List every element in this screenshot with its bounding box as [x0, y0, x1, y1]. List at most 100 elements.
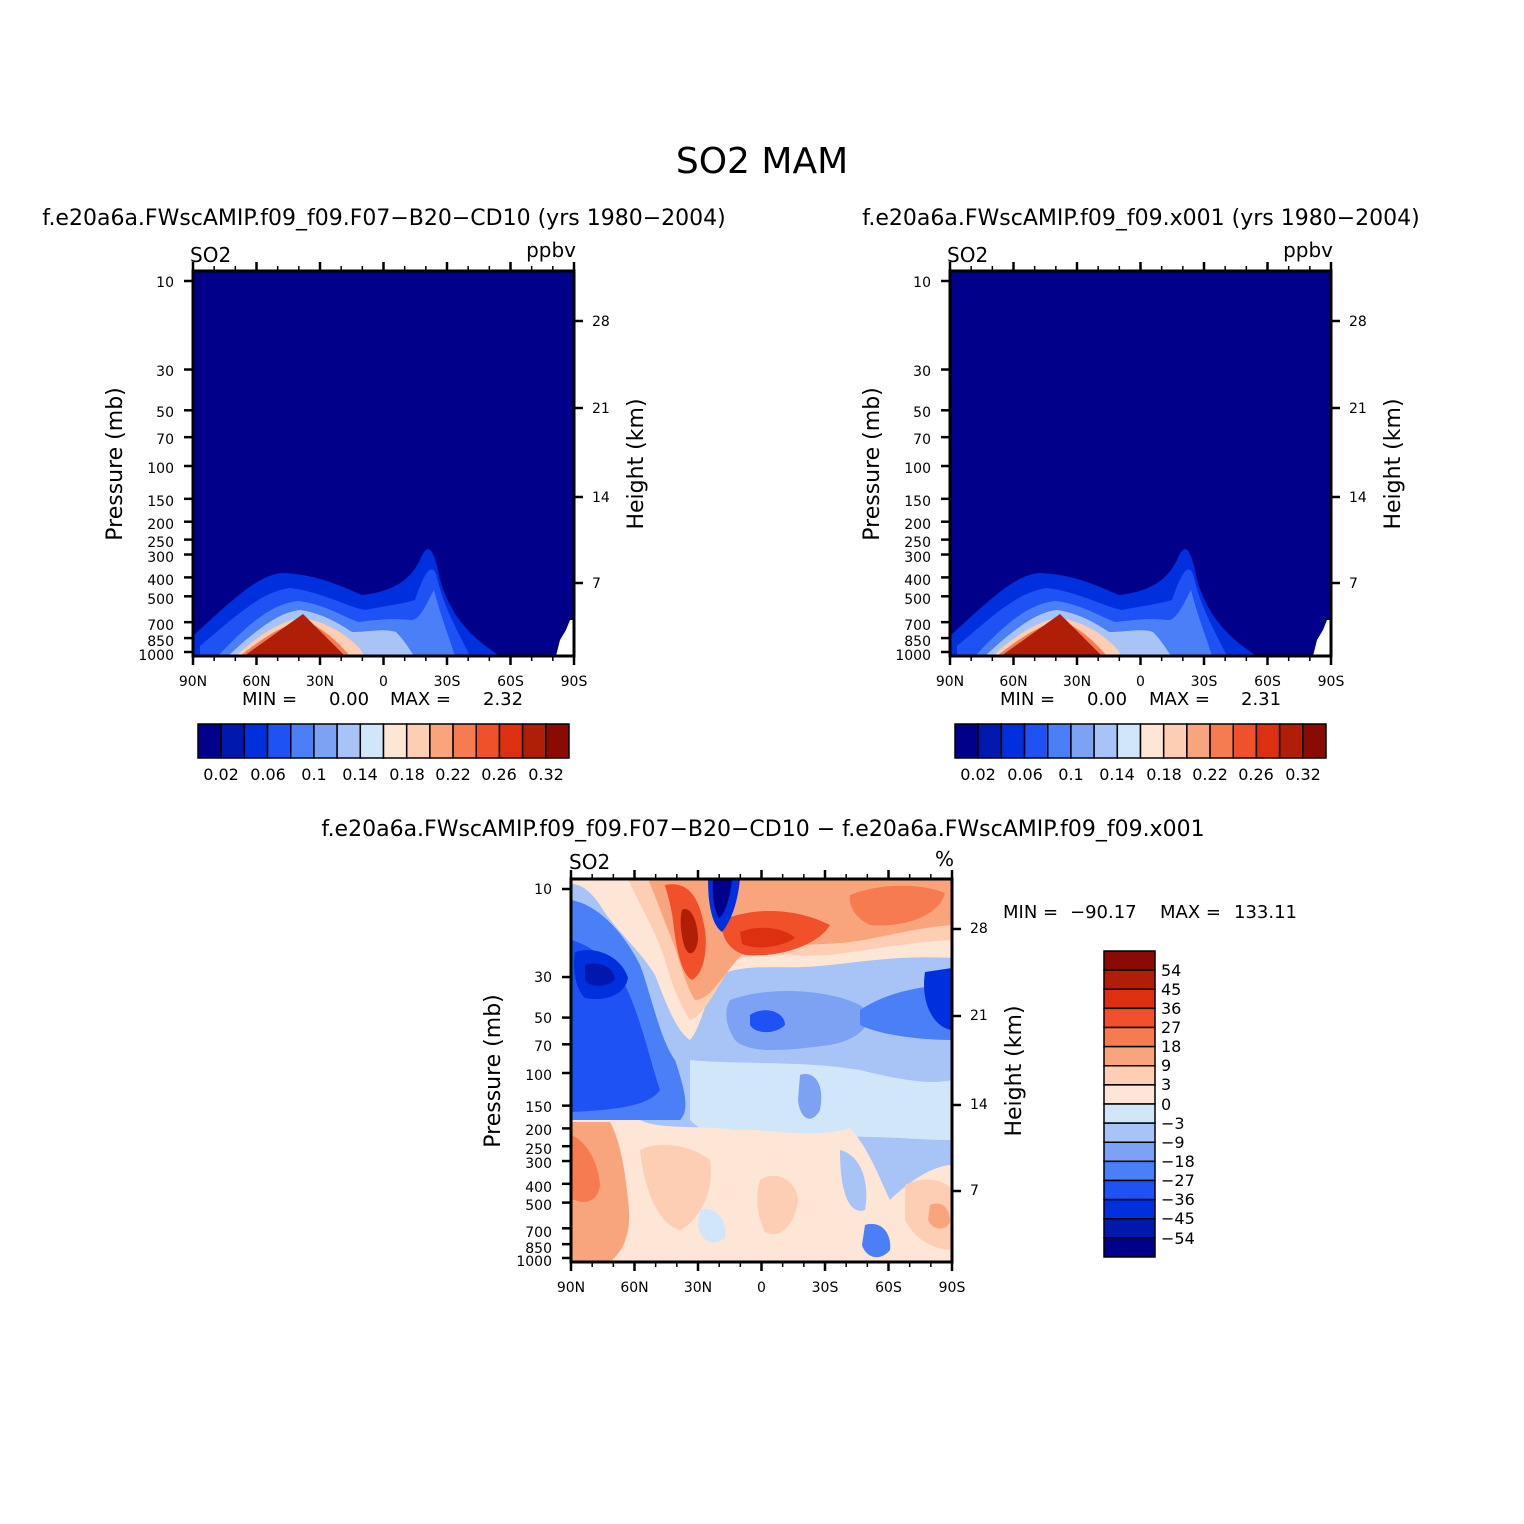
contour-fill	[798, 1074, 822, 1119]
y-tick-label: 10	[156, 275, 174, 291]
y-tick-label: 250	[147, 535, 174, 551]
colorbar-box	[197, 723, 222, 759]
y-tick-label: 400	[904, 573, 931, 589]
colorbar-label: 0.26	[481, 765, 517, 784]
height-tick-label: 7	[592, 576, 601, 592]
contour-fill	[712, 880, 732, 918]
y-tick-label: 300	[525, 1156, 552, 1172]
y-axis-ticks: 10 30 50 70 100 150 200 250 300 400 500 …	[138, 275, 174, 664]
panel-title: f.e20a6a.FWscAMIP.f09_f09.F07−B20−CD10 −…	[321, 817, 1204, 842]
x-tick-label: 30S	[1191, 674, 1218, 690]
y-tick-label: 1000	[895, 648, 931, 664]
colorbar-box	[1047, 723, 1072, 759]
y-tick-label: 1000	[138, 648, 174, 664]
y-right-ticks: 28 21 14 7	[592, 314, 610, 592]
y-tick-label: 400	[525, 1180, 552, 1196]
y-axis-ticks: 10 30 50 70 100 150 200 250 300 400 500 …	[895, 275, 931, 664]
min-max-stats: MIN = −90.17 MAX = 133.11	[1003, 902, 1297, 923]
colorbar-label: 0.02	[960, 765, 996, 784]
colorbar-box	[954, 723, 979, 759]
contour-fill	[849, 885, 945, 926]
y-tick-label: 200	[147, 517, 174, 533]
colorbar-label: 3	[1161, 1075, 1171, 1094]
x-tick-label: 30S	[434, 674, 461, 690]
colorbar-label: −54	[1161, 1229, 1195, 1248]
min-max-stats: MIN = 0.00 MAX = 2.31	[1000, 689, 1281, 710]
y-tick-label: 850	[904, 634, 931, 650]
contour-fill	[585, 963, 615, 986]
x-tick-label: 30N	[684, 1280, 712, 1296]
colorbar-label: 0.14	[342, 765, 378, 784]
x-axis-ticks: 90N 60N 30N 0 30S 60S 90S	[179, 674, 588, 690]
contour-fill	[698, 1209, 726, 1243]
colorbar-box	[1302, 723, 1327, 759]
colorbar-label: 0.32	[528, 765, 564, 784]
colorbar-label: −45	[1161, 1209, 1195, 1228]
colorbar-box	[1103, 950, 1156, 971]
panel-title: f.e20a6a.FWscAMIP.f09_f09.x001 (yrs 1980…	[862, 206, 1420, 231]
x-axis-ticks: 90N 60N 30N 0 30S 60S 90S	[936, 674, 1345, 690]
y-tick-label: 50	[534, 1011, 552, 1027]
y-tick-label: 150	[904, 494, 931, 510]
contour-fill	[757, 1175, 798, 1235]
height-tick-label: 28	[970, 921, 988, 937]
colorbar-label: 0.02	[203, 765, 239, 784]
x-tick-label: 30S	[812, 1280, 839, 1296]
colorbar-label: 0.1	[1058, 765, 1083, 784]
colorbar-box	[1070, 723, 1095, 759]
colorbar-label: 54	[1161, 961, 1181, 980]
panel-top-right: f.e20a6a.FWscAMIP.f09_f09.x001 (yrs 1980…	[860, 206, 1420, 784]
colorbar-box	[313, 723, 338, 759]
colorbar-box	[1116, 723, 1142, 759]
panel-difference: f.e20a6a.FWscAMIP.f09_f09.F07−B20−CD10 −…	[321, 817, 1297, 1296]
y-tick-label: 50	[156, 405, 174, 421]
plot-area	[571, 879, 952, 1262]
y-axis-ticks: 10 30 50 70 100 150 200 250 300 400 500 …	[516, 882, 552, 1270]
x-tick-label: 90S	[561, 674, 588, 690]
colorbar-label: 0.18	[1146, 765, 1182, 784]
y-tick-label: 700	[904, 618, 931, 634]
plot-area	[193, 271, 574, 656]
x-tick-label: 60N	[242, 674, 270, 690]
contour-fill	[924, 968, 952, 1030]
y-tick-label: 200	[525, 1123, 552, 1139]
colorbar-label: 0.22	[435, 765, 471, 784]
plot-area	[950, 271, 1331, 656]
colorbar-box	[1232, 723, 1258, 759]
y-tick-label: 70	[913, 432, 931, 448]
units-label: ppbv	[1283, 238, 1333, 262]
colorbar-label: 0.06	[250, 765, 286, 784]
min-label: MIN =	[1000, 689, 1055, 710]
x-tick-label: 30N	[1063, 674, 1091, 690]
colorbar-label: −27	[1161, 1171, 1195, 1190]
min-label: MIN =	[242, 689, 297, 710]
colorbar-label: 0.06	[1007, 765, 1043, 784]
y-tick-label: 50	[913, 405, 931, 421]
height-tick-label: 21	[1349, 401, 1367, 417]
y-tick-label: 700	[147, 618, 174, 634]
colorbar-box	[1103, 1103, 1156, 1124]
colorbar-box	[1103, 1237, 1156, 1258]
x-tick-label: 60N	[620, 1280, 648, 1296]
y-tick-label: 300	[904, 550, 931, 566]
colorbar-label: 0.26	[1238, 765, 1274, 784]
y-tick-label: 150	[147, 494, 174, 510]
colorbar-box	[1103, 1198, 1156, 1220]
colorbar-box	[1255, 723, 1281, 759]
contour-fill	[680, 909, 698, 954]
colorbar-label: −18	[1161, 1152, 1195, 1171]
colorbar-box	[1103, 1007, 1156, 1029]
contour-fill	[905, 1179, 952, 1250]
height-tick-label: 28	[592, 314, 610, 330]
colorbar	[1103, 950, 1156, 1258]
colorbar-box	[1103, 988, 1156, 1010]
x-tick-label: 60S	[1254, 674, 1281, 690]
variable-label: SO2	[569, 850, 610, 874]
colorbar-box	[498, 723, 524, 759]
x-tick-label: 0	[379, 674, 388, 690]
colorbar-label: 0.14	[1099, 765, 1135, 784]
colorbar-label: 0.18	[389, 765, 425, 784]
units-label: ppbv	[526, 238, 576, 262]
y-tick-label: 10	[534, 882, 552, 898]
